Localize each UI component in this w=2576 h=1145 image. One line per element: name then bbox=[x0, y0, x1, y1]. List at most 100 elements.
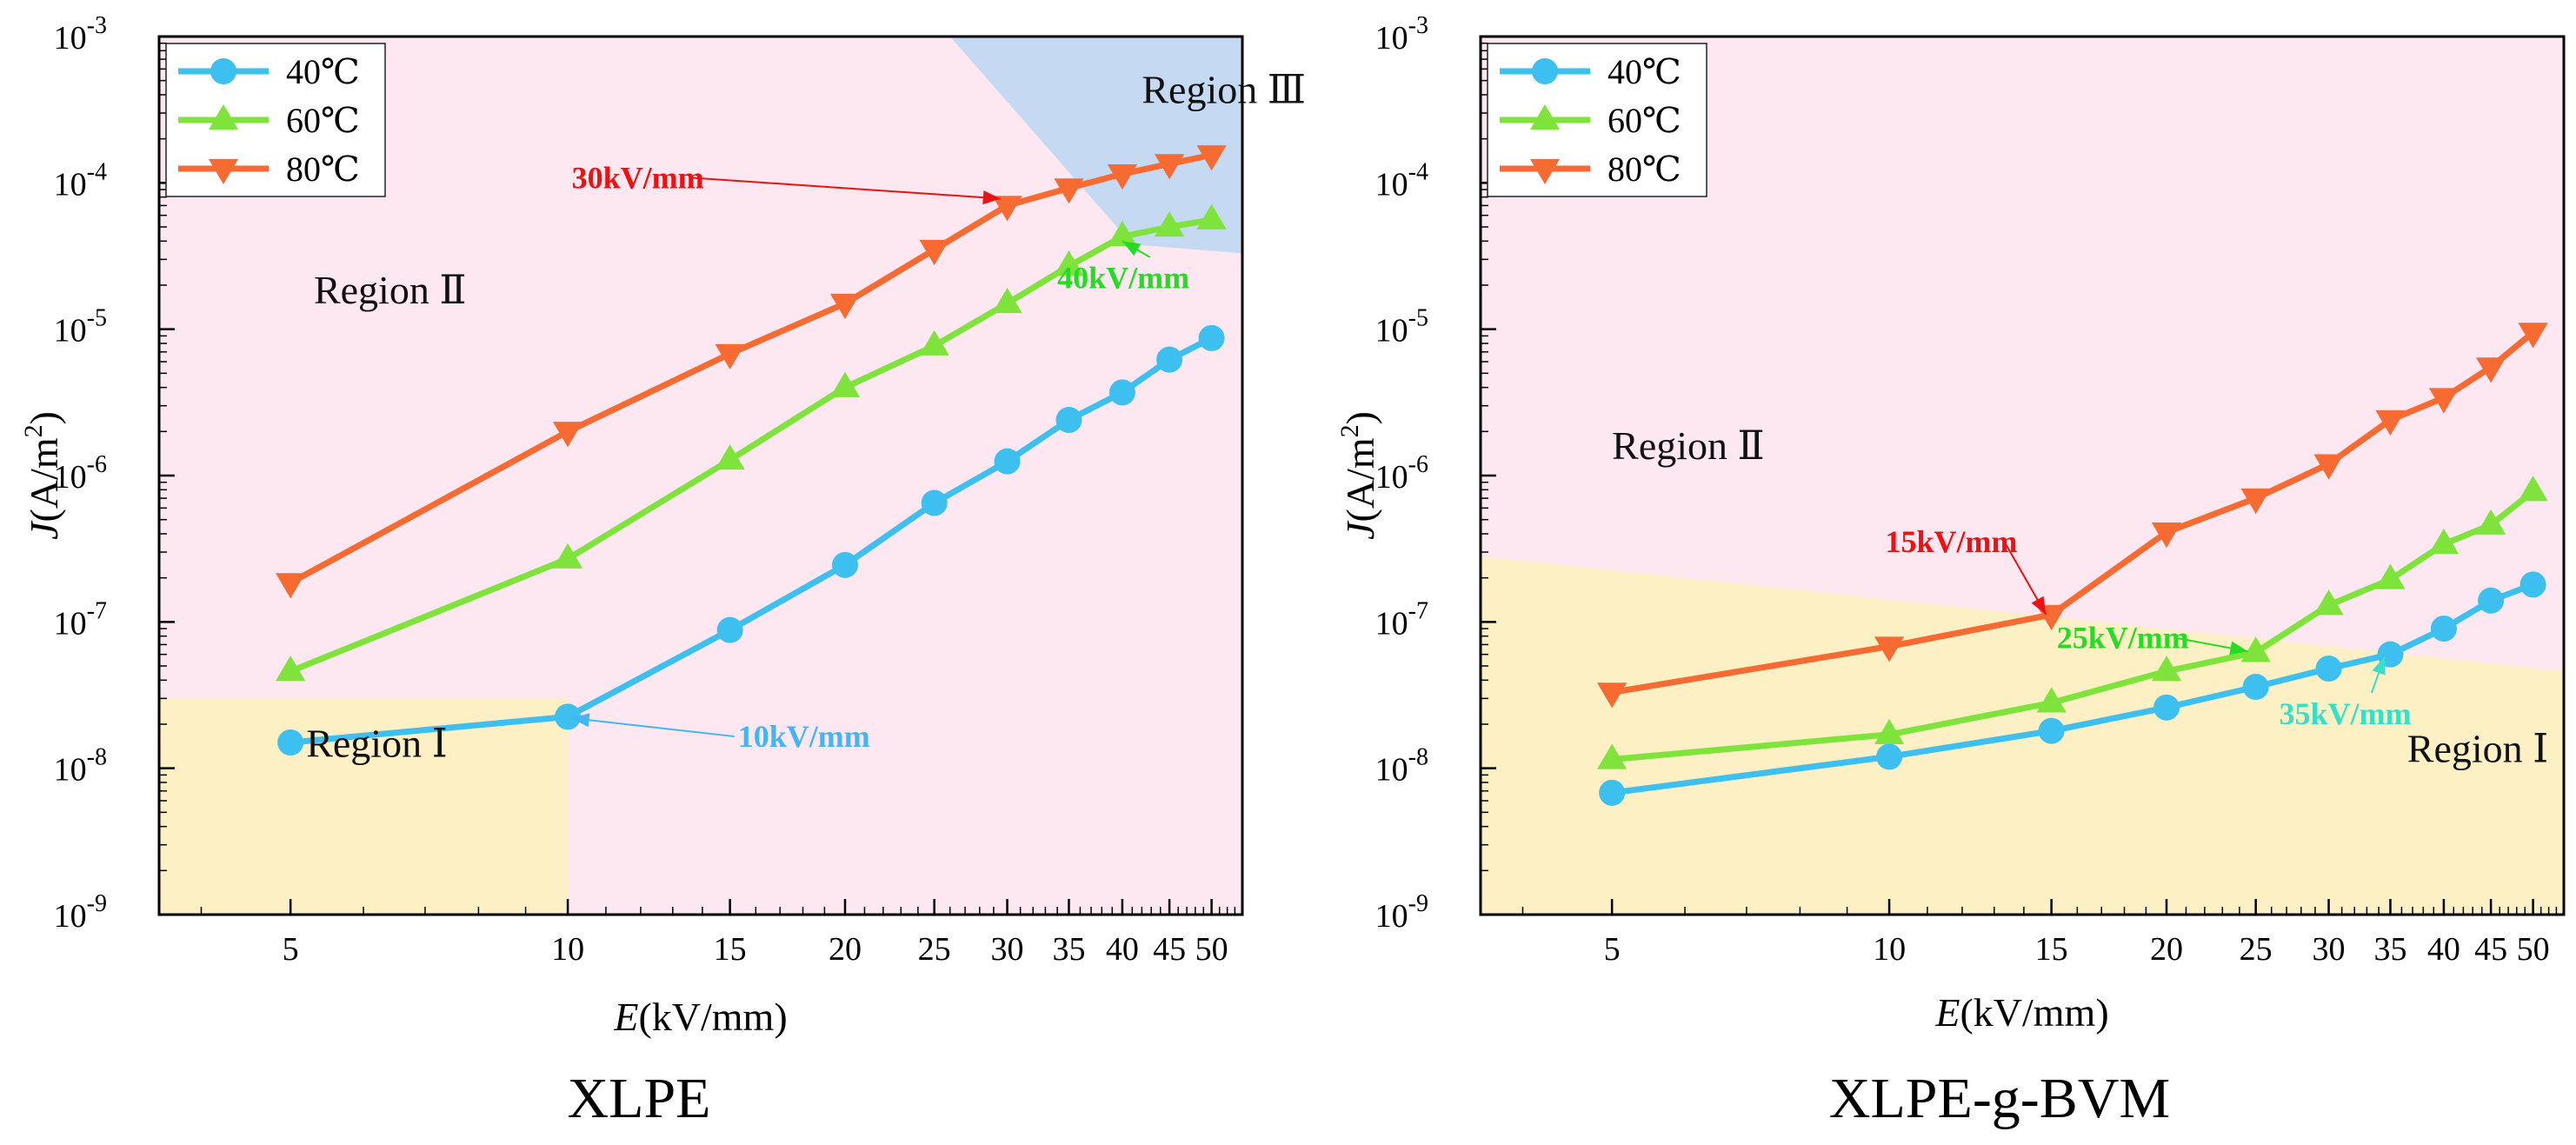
data-point-80c bbox=[2428, 388, 2460, 414]
data-point-80c bbox=[1196, 145, 1227, 171]
region-labels: Region Ⅰ Region Ⅱ Region Ⅲ bbox=[306, 68, 1306, 766]
data-point-80c bbox=[2476, 357, 2506, 383]
y-tick-label: 10-6 bbox=[54, 451, 107, 496]
x-tick-label: 40 bbox=[1106, 931, 1139, 968]
data-point-60c bbox=[715, 443, 745, 470]
x-tick-label: 10 bbox=[1873, 931, 1906, 968]
data-point-40c bbox=[1876, 743, 1903, 770]
x-tick-label: 20 bbox=[2150, 931, 2183, 968]
data-point-60c bbox=[2036, 687, 2067, 713]
data-point-80c bbox=[2518, 323, 2548, 349]
data-point-60c bbox=[2375, 563, 2406, 589]
y-tick-label: 10-3 bbox=[1375, 12, 1428, 57]
x-tick-label: 50 bbox=[2517, 931, 2550, 968]
data-point-40c bbox=[1055, 406, 1082, 433]
data-point-60c bbox=[1155, 211, 1185, 237]
x-axis-unit: (kV/mm) bbox=[1960, 990, 2108, 1035]
data-point-40c bbox=[1599, 779, 1626, 806]
legend-swatch-marker bbox=[1529, 158, 1561, 184]
series-line-40c bbox=[1611, 582, 2534, 796]
data-point-60c bbox=[2476, 509, 2506, 535]
region-label-2: Region Ⅲ bbox=[1142, 68, 1306, 112]
region-label-0: Region Ⅰ bbox=[306, 721, 448, 765]
x-tick-label: 45 bbox=[2474, 931, 2507, 968]
data-point-80c bbox=[2375, 409, 2406, 436]
y-axis-symbol: J bbox=[1338, 520, 1382, 540]
legend: 40℃ 60℃ 80℃ bbox=[165, 43, 386, 197]
y-tick-marks: 10-9 10-8 10-7 10-6 10-5 10-4 10-3 bbox=[54, 12, 175, 935]
chart-panel-xlpe: 5 10 15 20 25 30 35 40 45 50 10-9 10-8 10-7 10-6 10-5… bbox=[19, 12, 1306, 1130]
region-fill-0 bbox=[159, 698, 569, 915]
annotation-arrow-line bbox=[571, 717, 735, 738]
data-point-40c bbox=[716, 616, 743, 643]
data-point-80c bbox=[829, 293, 861, 320]
y-tick-label: 10-9 bbox=[1375, 890, 1428, 935]
x-tick-label: 35 bbox=[2373, 931, 2406, 968]
y-axis-title: J(A/m2) bbox=[19, 411, 66, 540]
data-point-60c bbox=[829, 371, 861, 397]
data-point-80c bbox=[715, 343, 745, 369]
region-label-0: Region Ⅰ bbox=[2407, 727, 2549, 771]
annotation-label: 30kV/mm bbox=[572, 160, 704, 195]
region-labels: Region Ⅰ Region Ⅱ bbox=[1612, 423, 2548, 771]
legend-swatch-marker bbox=[1529, 104, 1561, 130]
data-point-40c bbox=[2242, 674, 2269, 701]
annotations: 15kV/mm 25kV/mm 35kV/mm bbox=[1885, 524, 2411, 731]
data-point-60c bbox=[2151, 656, 2182, 682]
y-tick-label: 10-4 bbox=[54, 158, 107, 203]
x-axis-symbol: E bbox=[1934, 990, 1960, 1035]
y-tick-label: 10-5 bbox=[1375, 305, 1428, 349]
x-tick-label: 15 bbox=[2035, 931, 2068, 968]
annotation-arrow-head bbox=[1122, 241, 1142, 256]
x-tick-label: 30 bbox=[2313, 931, 2346, 968]
legend-label-80c: 80℃ bbox=[286, 150, 360, 189]
data-point-40c bbox=[2153, 694, 2180, 721]
data-point-80c bbox=[1874, 636, 1905, 662]
data-point-80c bbox=[1155, 154, 1185, 180]
annotation-label: 10kV/mm bbox=[738, 719, 870, 754]
x-axis-title: E(kV/mm) bbox=[613, 995, 787, 1039]
y-tick-label: 10-8 bbox=[54, 744, 107, 789]
y-tick-label: 10-3 bbox=[54, 12, 107, 57]
annotation-label: 15kV/mm bbox=[1885, 524, 2017, 559]
series-line-60c bbox=[289, 216, 1213, 675]
data-point-60c bbox=[1196, 203, 1227, 230]
data-point-80c bbox=[1107, 163, 1138, 190]
series-markers bbox=[1597, 323, 2548, 806]
y-tick-label: 10-7 bbox=[1375, 597, 1428, 642]
x-axis-title: E(kV/mm) bbox=[1934, 990, 2108, 1035]
annotation-label: 25kV/mm bbox=[2057, 621, 2189, 656]
y-tick-marks: 10-9 10-8 10-7 10-6 10-5 10-4 10-3 bbox=[1375, 12, 1496, 935]
data-point-40c bbox=[555, 703, 582, 730]
region-label-1: Region Ⅱ bbox=[1612, 423, 1765, 468]
x-tick-label: 15 bbox=[714, 931, 747, 968]
data-point-40c bbox=[921, 489, 948, 516]
data-point-80c bbox=[552, 422, 583, 448]
legend-swatch-marker bbox=[1532, 58, 1558, 84]
series-lines bbox=[1611, 330, 2535, 796]
data-point-60c bbox=[1597, 743, 1627, 769]
data-point-60c bbox=[2240, 636, 2271, 662]
y-axis-symbol: J bbox=[22, 520, 66, 540]
series-markers bbox=[276, 145, 1227, 756]
data-point-60c bbox=[1874, 718, 1905, 745]
series-line-40c bbox=[290, 335, 1214, 746]
y-axis-unit: (A/m bbox=[1338, 437, 1382, 522]
x-tick-label: 5 bbox=[283, 931, 299, 968]
data-point-40c bbox=[277, 729, 304, 756]
series-lines bbox=[289, 151, 1214, 746]
chart-panel-xlpe-g-bvm: 5 10 15 20 25 30 35 40 45 50 10-9 10-8 10-7 10-6 10-5… bbox=[1335, 12, 2566, 1130]
y-tick-label: 10-4 bbox=[1375, 158, 1428, 203]
data-point-40c bbox=[2478, 587, 2505, 614]
annotation-label: 35kV/mm bbox=[2279, 696, 2411, 731]
annotation-arrow-head bbox=[982, 190, 1001, 205]
annotation-arrow-head bbox=[2372, 656, 2386, 676]
legend: 40℃ 60℃ 80℃ bbox=[1487, 43, 1707, 197]
annotation-label: 40kV/mm bbox=[1057, 261, 1189, 296]
annotations: 30kV/mm 40kV/mm 10kV/mm bbox=[571, 160, 1189, 754]
legend-label-60c: 60℃ bbox=[1608, 101, 1681, 140]
annotation-arrow-line bbox=[690, 176, 1001, 200]
data-point-40c bbox=[2315, 655, 2342, 682]
data-point-40c bbox=[1108, 379, 1135, 406]
